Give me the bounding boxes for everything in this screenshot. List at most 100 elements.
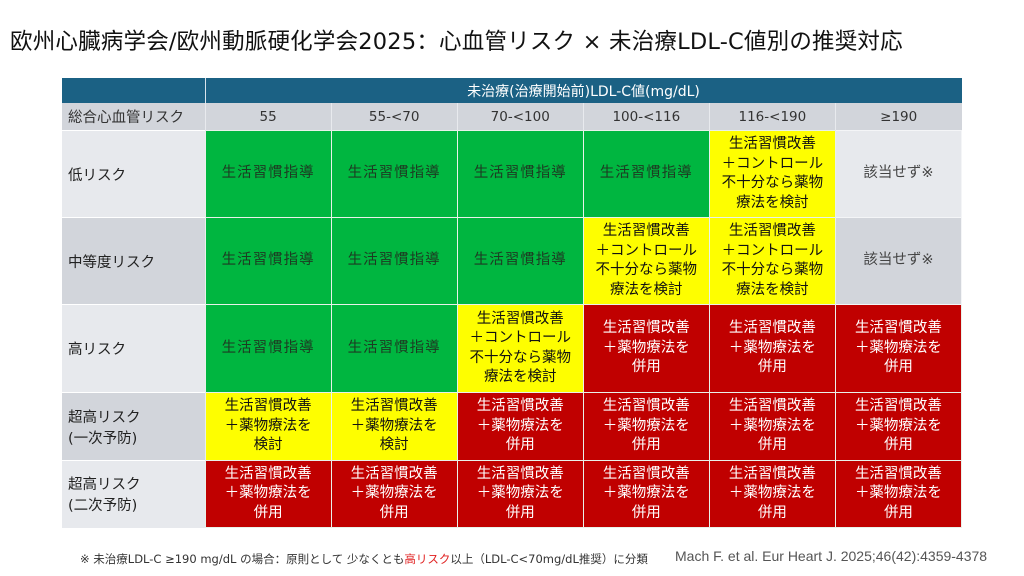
recommendation-text: 併用 [505,437,535,454]
risk-level-label: 低リスク [62,130,206,218]
footnote-highlight: 高リスク [404,552,451,566]
risk-label-line: (二次予防) [68,498,138,515]
recommendation-text: ＋コントロール [721,155,824,172]
recommendation-text: ＋薬物療法を [350,417,438,434]
recommendation-cell-red: 生活習慣改善 ＋薬物療法を 併用 [708,460,836,528]
column-header: ≥190 [834,103,962,131]
recommendation-cell-green: 生活習慣指導 [330,304,458,393]
recommendation-text: 併用 [883,359,913,376]
risk-label-line: 中等度リスク [68,254,155,271]
recommendation-cell-red: 生活習慣改善 ＋薬物療法を 併用 [708,304,836,393]
recommendation-text: 生活習慣改善 [350,398,438,415]
recommendation-text: ＋コントロール [469,330,571,346]
recommendation-cell-red: 生活習慣改善 ＋薬物療法を 併用 [834,392,963,461]
recommendation-text: 生活習慣改善 [476,398,564,415]
recommendation-text: 生活習慣改善 [854,320,942,337]
column-header: 55 [204,103,332,131]
recommendation-cell-yellow: 生活習慣改善 ＋薬物療法を 検討 [204,392,332,461]
recommendation-text: 生活習慣改善 [854,398,942,415]
recommendation-cell-green: 生活習慣指導 [330,217,458,305]
recommendation-text: 生活習慣改善 [476,465,564,482]
recommendation-text: 生活習慣改善 [728,136,816,152]
recommendation-text: 不十分なら薬物 [595,262,698,278]
recommendation-text: 不十分なら薬物 [721,175,824,191]
table-row: 中等度リスク 生活習慣指導 生活習慣指導 生活習慣指導 生活習慣改善 ＋コントロール 不十分… [62,217,963,305]
risk-label-line: 高リスク [68,342,126,358]
table-group-header-row: 未治療(治療開始前)LDL-C値(mg/dL) [62,78,962,103]
recommendation-cell-yellow: 生活習慣改善 ＋コントロール 不十分なら薬物 療法を検討 [582,217,710,305]
recommendation-text: 併用 [757,359,787,376]
recommendation-text: ＋薬物療法を [728,417,816,434]
recommendation-cell-red: 生活習慣改善 ＋薬物療法を 併用 [204,460,332,528]
table-column-header-row: 総合心血管リスク 55 55-<70 70-<100 100-<116 116-… [62,103,962,131]
risk-label-line: 超高リスク [68,477,141,494]
recommendation-cell-red: 生活習慣改善 ＋薬物療法を 併用 [456,392,584,461]
recommendation-cell-yellow: 生活習慣改善 ＋コントロール 不十分なら薬物 療法を検討 [456,304,584,393]
recommendation-text: 療法を検討 [610,281,683,298]
recommendation-text: 療法を検討 [736,281,809,298]
recommendation-cell-red: 生活習慣改善 ＋薬物療法を 併用 [456,460,584,528]
recommendation-text: 生活習慣改善 [602,465,690,482]
footnote-text: ※ 未治療LDL-C ≥190 mg/dL の場合：原則として 少なくとも [80,552,405,566]
recommendation-text: ＋コントロール [595,242,698,259]
recommendation-text: 併用 [505,504,535,521]
recommendation-text: 生活習慣改善 [728,320,816,337]
footnote-text-suffix: 以上（LDL-C<70mg/dL推奨）に分類 [450,552,648,566]
recommendation-text: 検討 [253,437,283,454]
ldl-group-header: 未治療(治療開始前)LDL-C値(mg/dL) [204,78,962,103]
recommendation-text: 併用 [631,437,661,454]
recommendation-cell-red: 生活習慣改善 ＋薬物療法を 併用 [582,304,710,393]
recommendation-text: 生活習慣改善 [602,223,690,239]
recommendation-cell-yellow: 生活習慣改善 ＋コントロール 不十分なら薬物 療法を検討 [708,217,836,305]
recommendation-text: 生活習慣改善 [728,398,816,415]
recommendation-text: ＋薬物療法を [476,485,564,502]
recommendation-cell-gray-light: 該当せず※ [834,130,963,218]
header-corner [62,78,206,103]
recommendation-text: ＋薬物療法を [476,417,564,434]
recommendation-text: ＋薬物療法を [224,417,312,434]
recommendation-text: ＋薬物療法を [350,485,438,502]
risk-level-label: 高リスク [62,304,206,393]
table-row: 高リスク 生活習慣指導 生活習慣指導 生活習慣改善 ＋コントロール 不十分なら薬物 療法を検… [62,304,963,393]
recommendation-text: ＋薬物療法を [854,417,942,434]
recommendation-text: 生活習慣指導 [473,252,567,269]
recommendation-text: 併用 [883,504,913,521]
recommendation-text: 併用 [631,504,661,521]
recommendation-cell-red: 生活習慣改善 ＋薬物療法を 併用 [708,392,836,461]
recommendation-text: 併用 [631,359,661,376]
recommendation-cell-green: 生活習慣指導 [204,217,332,305]
recommendation-cell-red: 生活習慣改善 ＋薬物療法を 併用 [582,392,710,461]
recommendation-text: 併用 [757,437,787,454]
recommendation-text: ＋薬物療法を [602,339,690,356]
recommendation-text: 生活習慣改善 [602,398,690,415]
recommendation-cell-red: 生活習慣改善 ＋薬物療法を 併用 [582,460,710,528]
risk-label-line: (一次予防) [68,430,138,447]
recommendation-text: 生活習慣改善 [728,465,816,482]
page-title: 欧州心臓病学会/欧州動脈硬化学会2025：心血管リスク × 未治療LDL-C値別… [10,29,903,55]
column-header: 70-<100 [456,103,584,131]
recommendation-text: ＋コントロール [721,242,824,259]
recommendation-text: 併用 [757,504,787,521]
recommendation-text: 生活習慣改善 [602,320,690,337]
recommendation-text: ＋薬物療法を [602,485,690,502]
recommendation-text: 検討 [379,437,409,454]
recommendation-table: 未治療(治療開始前)LDL-C値(mg/dL) 総合心血管リスク 55 55-<… [62,78,963,528]
recommendation-text: 生活習慣指導 [473,165,567,182]
recommendation-text: ＋薬物療法を [854,339,942,356]
column-header: 55-<70 [330,103,458,131]
recommendation-text: 生活習慣指導 [221,339,315,356]
recommendation-cell-green: 生活習慣指導 [456,217,584,305]
recommendation-cell-yellow: 生活習慣改善 ＋コントロール 不十分なら薬物 療法を検討 [708,130,836,218]
risk-column-header: 総合心血管リスク [62,103,206,131]
recommendation-text: 生活習慣改善 [224,465,312,482]
risk-label-line: 超高リスク [68,409,141,426]
recommendation-cell-yellow: 生活習慣改善 ＋薬物療法を 検討 [330,392,458,461]
footnote: ※ 未治療LDL-C ≥190 mg/dL の場合：原則として 少なくとも高リス… [80,551,648,567]
recommendation-cell-red: 生活習慣改善 ＋薬物療法を 併用 [330,460,458,528]
recommendation-text: ＋薬物療法を [854,485,942,502]
recommendation-text: 生活習慣指導 [599,165,693,182]
recommendation-cell-gray-dark: 該当せず※ [834,217,963,305]
risk-level-label: 超高リスク (一次予防) [62,392,206,461]
column-header: 116-<190 [708,103,836,131]
table-row: 超高リスク (二次予防) 生活習慣改善 ＋薬物療法を 併用 生活習慣改善 ＋薬物療法を 併用生… [62,460,963,528]
